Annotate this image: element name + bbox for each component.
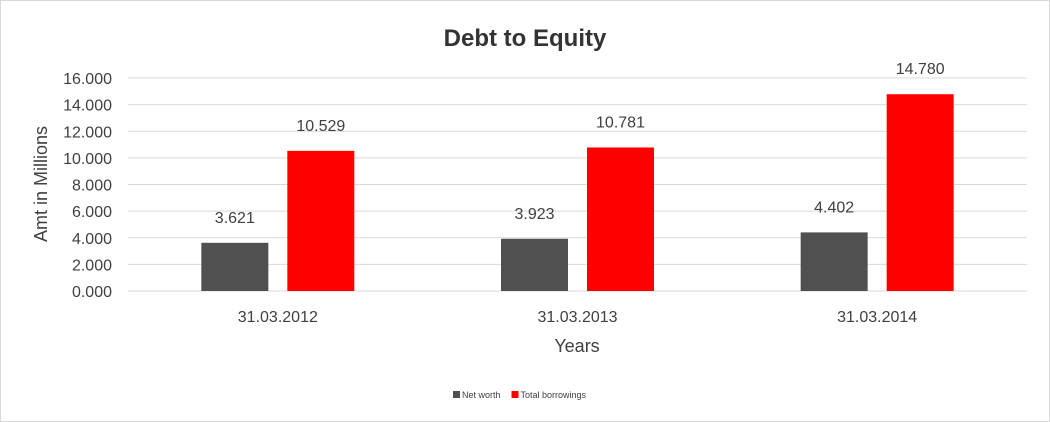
y-tick-label: 10.000 — [63, 151, 112, 168]
bar-value-label: 3.621 — [215, 210, 255, 227]
bar-value-label: 4.402 — [814, 199, 854, 216]
gridlines — [128, 77, 1027, 292]
y-tick-label: 12.000 — [63, 124, 112, 141]
bar — [201, 242, 269, 291]
bar-value-label: 10.529 — [296, 118, 345, 135]
y-tick-label: 16.000 — [63, 71, 112, 88]
chart-title: Debt to Equity — [444, 25, 607, 52]
legend-label: Net worth — [462, 390, 501, 400]
y-axis-ticks: 0.000 2.000 4.000 6.000 8.000 10.000 12.000 14.… — [63, 71, 112, 301]
x-axis-ticks: 31.03.2012 31.03.2013 31.03.2014 — [238, 309, 918, 326]
legend-swatch — [453, 391, 460, 398]
x-tick-label: 31.03.2013 — [537, 309, 617, 326]
y-tick-label: 2.000 — [72, 257, 112, 274]
y-tick-label: 4.000 — [72, 231, 112, 248]
bar — [886, 94, 954, 292]
x-axis-label: Years — [554, 336, 599, 356]
x-tick-label: 31.03.2012 — [238, 309, 318, 326]
bar-value-label: 3.923 — [514, 206, 554, 223]
y-tick-label: 0.000 — [72, 284, 112, 301]
bar — [587, 147, 654, 291]
x-tick-label: 31.03.2014 — [837, 309, 917, 326]
y-tick-label: 14.000 — [63, 98, 112, 115]
y-tick-label: 6.000 — [72, 204, 112, 221]
bars — [201, 94, 954, 292]
bar — [287, 150, 355, 291]
bar-value-label: 10.781 — [596, 114, 645, 131]
y-tick-label: 8.000 — [72, 178, 112, 195]
legend-swatch — [511, 391, 519, 398]
legend-label: Total borrowings — [521, 390, 587, 400]
bar-value-label: 14.780 — [896, 61, 945, 78]
legend: Net worth Total borrowings — [453, 390, 587, 400]
y-axis-label: Amt in Millions — [31, 126, 51, 242]
bar-value-labels: 3.621 10.529 3.923 10.781 4.402 14.780 — [215, 61, 945, 227]
bar — [800, 232, 868, 291]
bar — [501, 238, 568, 291]
